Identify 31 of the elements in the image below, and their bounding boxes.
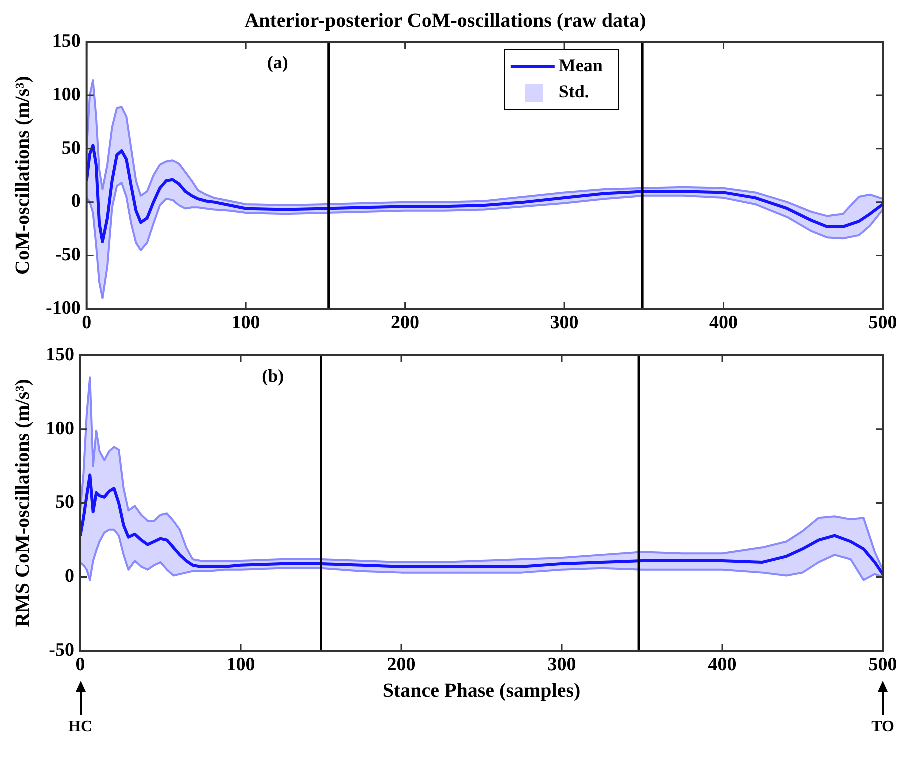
annotation: Std.	[558, 82, 590, 102]
y-tick-label: -50	[49, 640, 74, 662]
annotation: (b)	[262, 366, 284, 386]
y-tick-label: -50	[56, 244, 81, 266]
x-tick-label: 300	[550, 312, 579, 334]
x-tick-label: 500	[868, 312, 898, 334]
text: HC	[68, 718, 92, 736]
y-tick-label: 50	[56, 492, 74, 514]
x-tick-label: 100	[226, 654, 256, 676]
chart-title: Anterior-posterior CoM-oscillations (raw data)	[244, 10, 646, 32]
y-tick-label: 100	[46, 418, 74, 440]
annotation: (a)	[267, 52, 288, 73]
x-tick-label: 100	[232, 312, 260, 334]
y-tick-label: 150	[46, 344, 74, 366]
y-axis-title: CoM-oscillations (m/s³)	[12, 76, 34, 275]
x-tick-label: 400	[710, 312, 738, 334]
x-tick-label: 200	[387, 654, 416, 676]
y-tick-label: 100	[52, 84, 81, 106]
x-tick-label: 500	[868, 654, 898, 676]
y-axis-title: RMS CoM-oscillations (m/s³)	[12, 379, 34, 628]
legend-label: Mean	[558, 56, 603, 76]
x-tick-label: 200	[391, 312, 420, 334]
y-tick-label: 0	[65, 566, 74, 588]
y-tick-label: -100	[46, 298, 81, 320]
y-tick-label: 0	[71, 191, 81, 212]
y-tick-label: 150	[52, 30, 81, 52]
text: TO	[872, 718, 894, 736]
x-axis-title: Stance Phase (samples)	[382, 680, 581, 702]
x-tick-label: 400	[708, 654, 737, 676]
x-tick-label: 300	[548, 654, 576, 676]
y-tick-label: 50	[62, 138, 81, 159]
